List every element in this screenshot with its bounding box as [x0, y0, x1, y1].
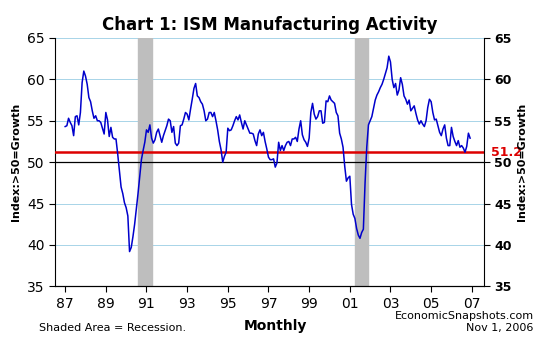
Bar — [355, 38, 368, 286]
Text: 51.2: 51.2 — [491, 146, 522, 159]
Text: Shaded Area = Recession.: Shaded Area = Recession. — [39, 323, 186, 333]
Text: EconomicSnapshots.com
Nov 1, 2006: EconomicSnapshots.com Nov 1, 2006 — [394, 311, 534, 333]
Text: Monthly: Monthly — [243, 319, 307, 333]
Y-axis label: Index:>50=Growth: Index:>50=Growth — [12, 103, 21, 221]
Title: Chart 1: ISM Manufacturing Activity: Chart 1: ISM Manufacturing Activity — [102, 16, 437, 33]
Y-axis label: Index:>50=Growth: Index:>50=Growth — [518, 103, 527, 221]
Bar — [138, 38, 152, 286]
